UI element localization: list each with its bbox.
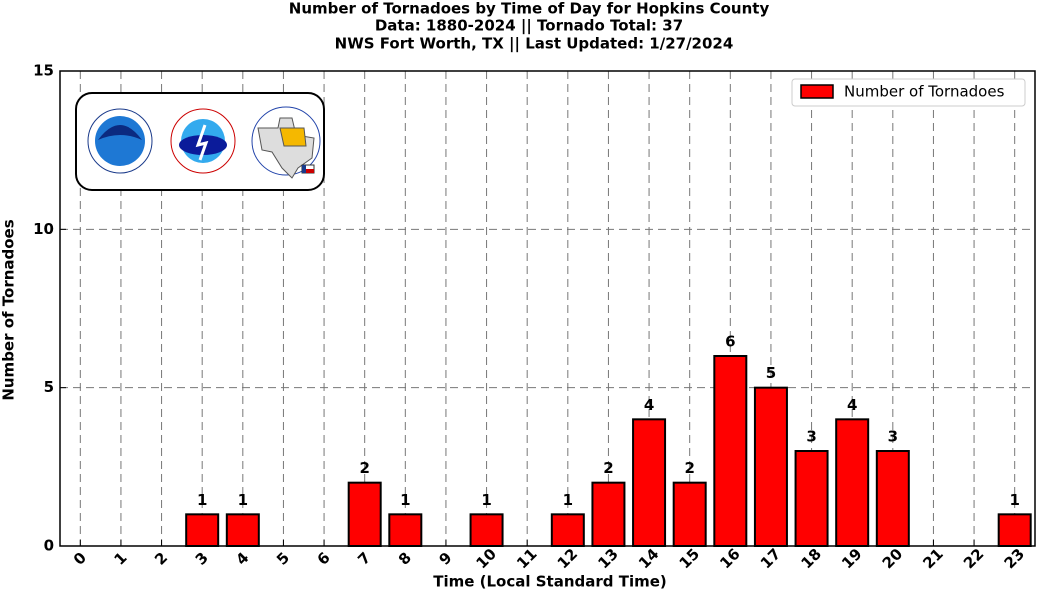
bar xyxy=(835,418,870,548)
x-tick-label: 16 xyxy=(716,545,743,572)
x-tick-label: 0 xyxy=(70,549,90,569)
bar xyxy=(794,450,829,547)
legend: Number of Tornadoes xyxy=(791,78,1026,107)
data-label: 2 xyxy=(603,459,613,477)
data-label: 5 xyxy=(766,364,776,382)
bar xyxy=(753,386,788,547)
bar xyxy=(185,513,220,547)
chart-subtitle: Data: 1880-2024 || Tornado Total: 37 xyxy=(375,17,683,36)
bar xyxy=(347,481,382,547)
data-label: 1 xyxy=(238,491,248,509)
y-tick-label: 5 xyxy=(44,378,54,396)
bar xyxy=(632,418,667,548)
plot-frame xyxy=(59,70,1036,547)
x-tick-label: 7 xyxy=(354,549,374,569)
bar xyxy=(875,450,910,547)
x-tick-label: 12 xyxy=(554,545,581,572)
x-tick-label: 15 xyxy=(676,545,703,572)
data-label: 2 xyxy=(684,459,694,477)
data-label: 4 xyxy=(644,396,654,414)
data-label: 1 xyxy=(481,491,491,509)
logo xyxy=(75,92,325,191)
data-label: 2 xyxy=(359,459,369,477)
data-label: 1 xyxy=(197,491,207,509)
data-label: 1 xyxy=(1009,491,1019,509)
bar xyxy=(550,513,585,547)
data-label: 6 xyxy=(725,333,735,351)
legend-swatch xyxy=(800,84,834,99)
bar xyxy=(591,481,626,547)
legend-label: Number of Tornadoes xyxy=(844,83,1005,101)
x-tick-label: 9 xyxy=(436,549,456,569)
data-label: 1 xyxy=(400,491,410,509)
data-label: 3 xyxy=(806,428,816,446)
bar xyxy=(713,355,748,547)
x-axis-label: Time (Local Standard Time) xyxy=(433,573,667,591)
x-tick-label: 8 xyxy=(395,549,415,569)
x-tick-label: 19 xyxy=(838,545,865,572)
x-tick-label: 13 xyxy=(594,545,621,572)
x-tick-label: 18 xyxy=(797,545,824,572)
y-axis-label: Number of Tornadoes xyxy=(0,219,18,400)
x-tick-label: 22 xyxy=(960,545,987,572)
x-tick-label: 1 xyxy=(111,549,131,569)
y-tick-label: 0 xyxy=(44,537,54,555)
bar xyxy=(997,513,1032,547)
x-tick-label: 20 xyxy=(879,545,906,572)
y-tick-label: 15 xyxy=(33,62,54,80)
x-tick-label: 21 xyxy=(919,545,946,572)
data-label: 1 xyxy=(563,491,573,509)
bar xyxy=(225,513,260,547)
bar xyxy=(388,513,423,547)
x-tick-label: 4 xyxy=(232,549,252,569)
chart-subtitle: NWS Fort Worth, TX || Last Updated: 1/27… xyxy=(335,35,734,54)
x-tick-label: 5 xyxy=(273,549,293,569)
x-tick-label: 14 xyxy=(635,545,662,572)
bar xyxy=(469,513,504,547)
x-tick-label: 3 xyxy=(192,549,212,569)
x-tick-label: 6 xyxy=(314,549,334,569)
y-tick-label: 10 xyxy=(33,220,54,238)
x-tick-label: 23 xyxy=(1001,545,1028,572)
x-tick-label: 11 xyxy=(513,545,540,572)
legend-box xyxy=(791,78,1026,107)
bar xyxy=(672,481,707,547)
x-tick-label: 10 xyxy=(472,545,499,572)
data-label: 4 xyxy=(847,396,857,414)
x-tick-label: 2 xyxy=(151,549,171,569)
chart-title: Number of Tornadoes by Time of Day for H… xyxy=(289,0,770,18)
data-label: 3 xyxy=(888,428,898,446)
x-tick-label: 17 xyxy=(757,545,784,572)
